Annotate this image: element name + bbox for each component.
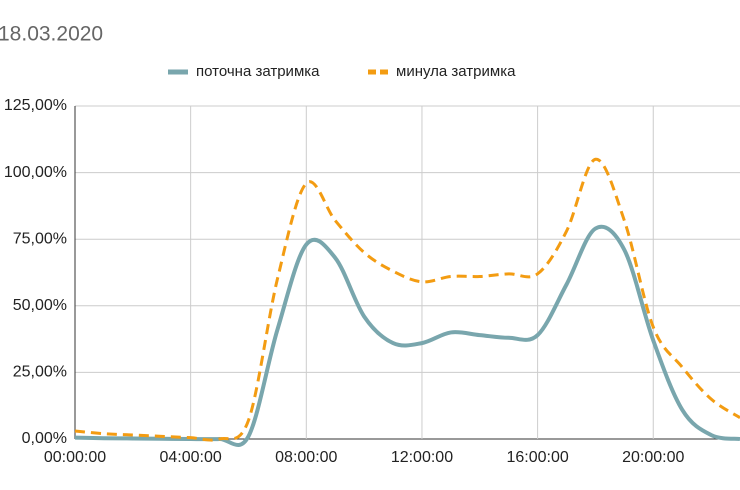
series-line: [74, 224, 740, 448]
x-tick-label: 16:00:00: [506, 449, 568, 466]
y-tick-label: 75,00%: [13, 230, 67, 247]
legend-label: минула затримка: [396, 63, 516, 80]
chart-title: 18.03.2020: [0, 23, 103, 46]
series-line: [74, 157, 740, 442]
x-tick-label: 12:00:00: [391, 449, 453, 466]
y-tick-label: 125,00%: [4, 97, 67, 114]
y-tick-label: 25,00%: [13, 364, 67, 381]
y-tick-label: 100,00%: [4, 164, 67, 181]
y-tick-label: 0,00%: [22, 430, 67, 447]
x-tick-label: 08:00:00: [275, 449, 337, 466]
x-tick-label: 00:00:00: [44, 449, 106, 466]
legend-label: поточна затримка: [196, 63, 320, 80]
x-tick-label: 20:00:00: [622, 449, 684, 466]
y-tick-label: 50,00%: [13, 297, 67, 314]
x-tick-label: 04:00:00: [160, 449, 222, 466]
